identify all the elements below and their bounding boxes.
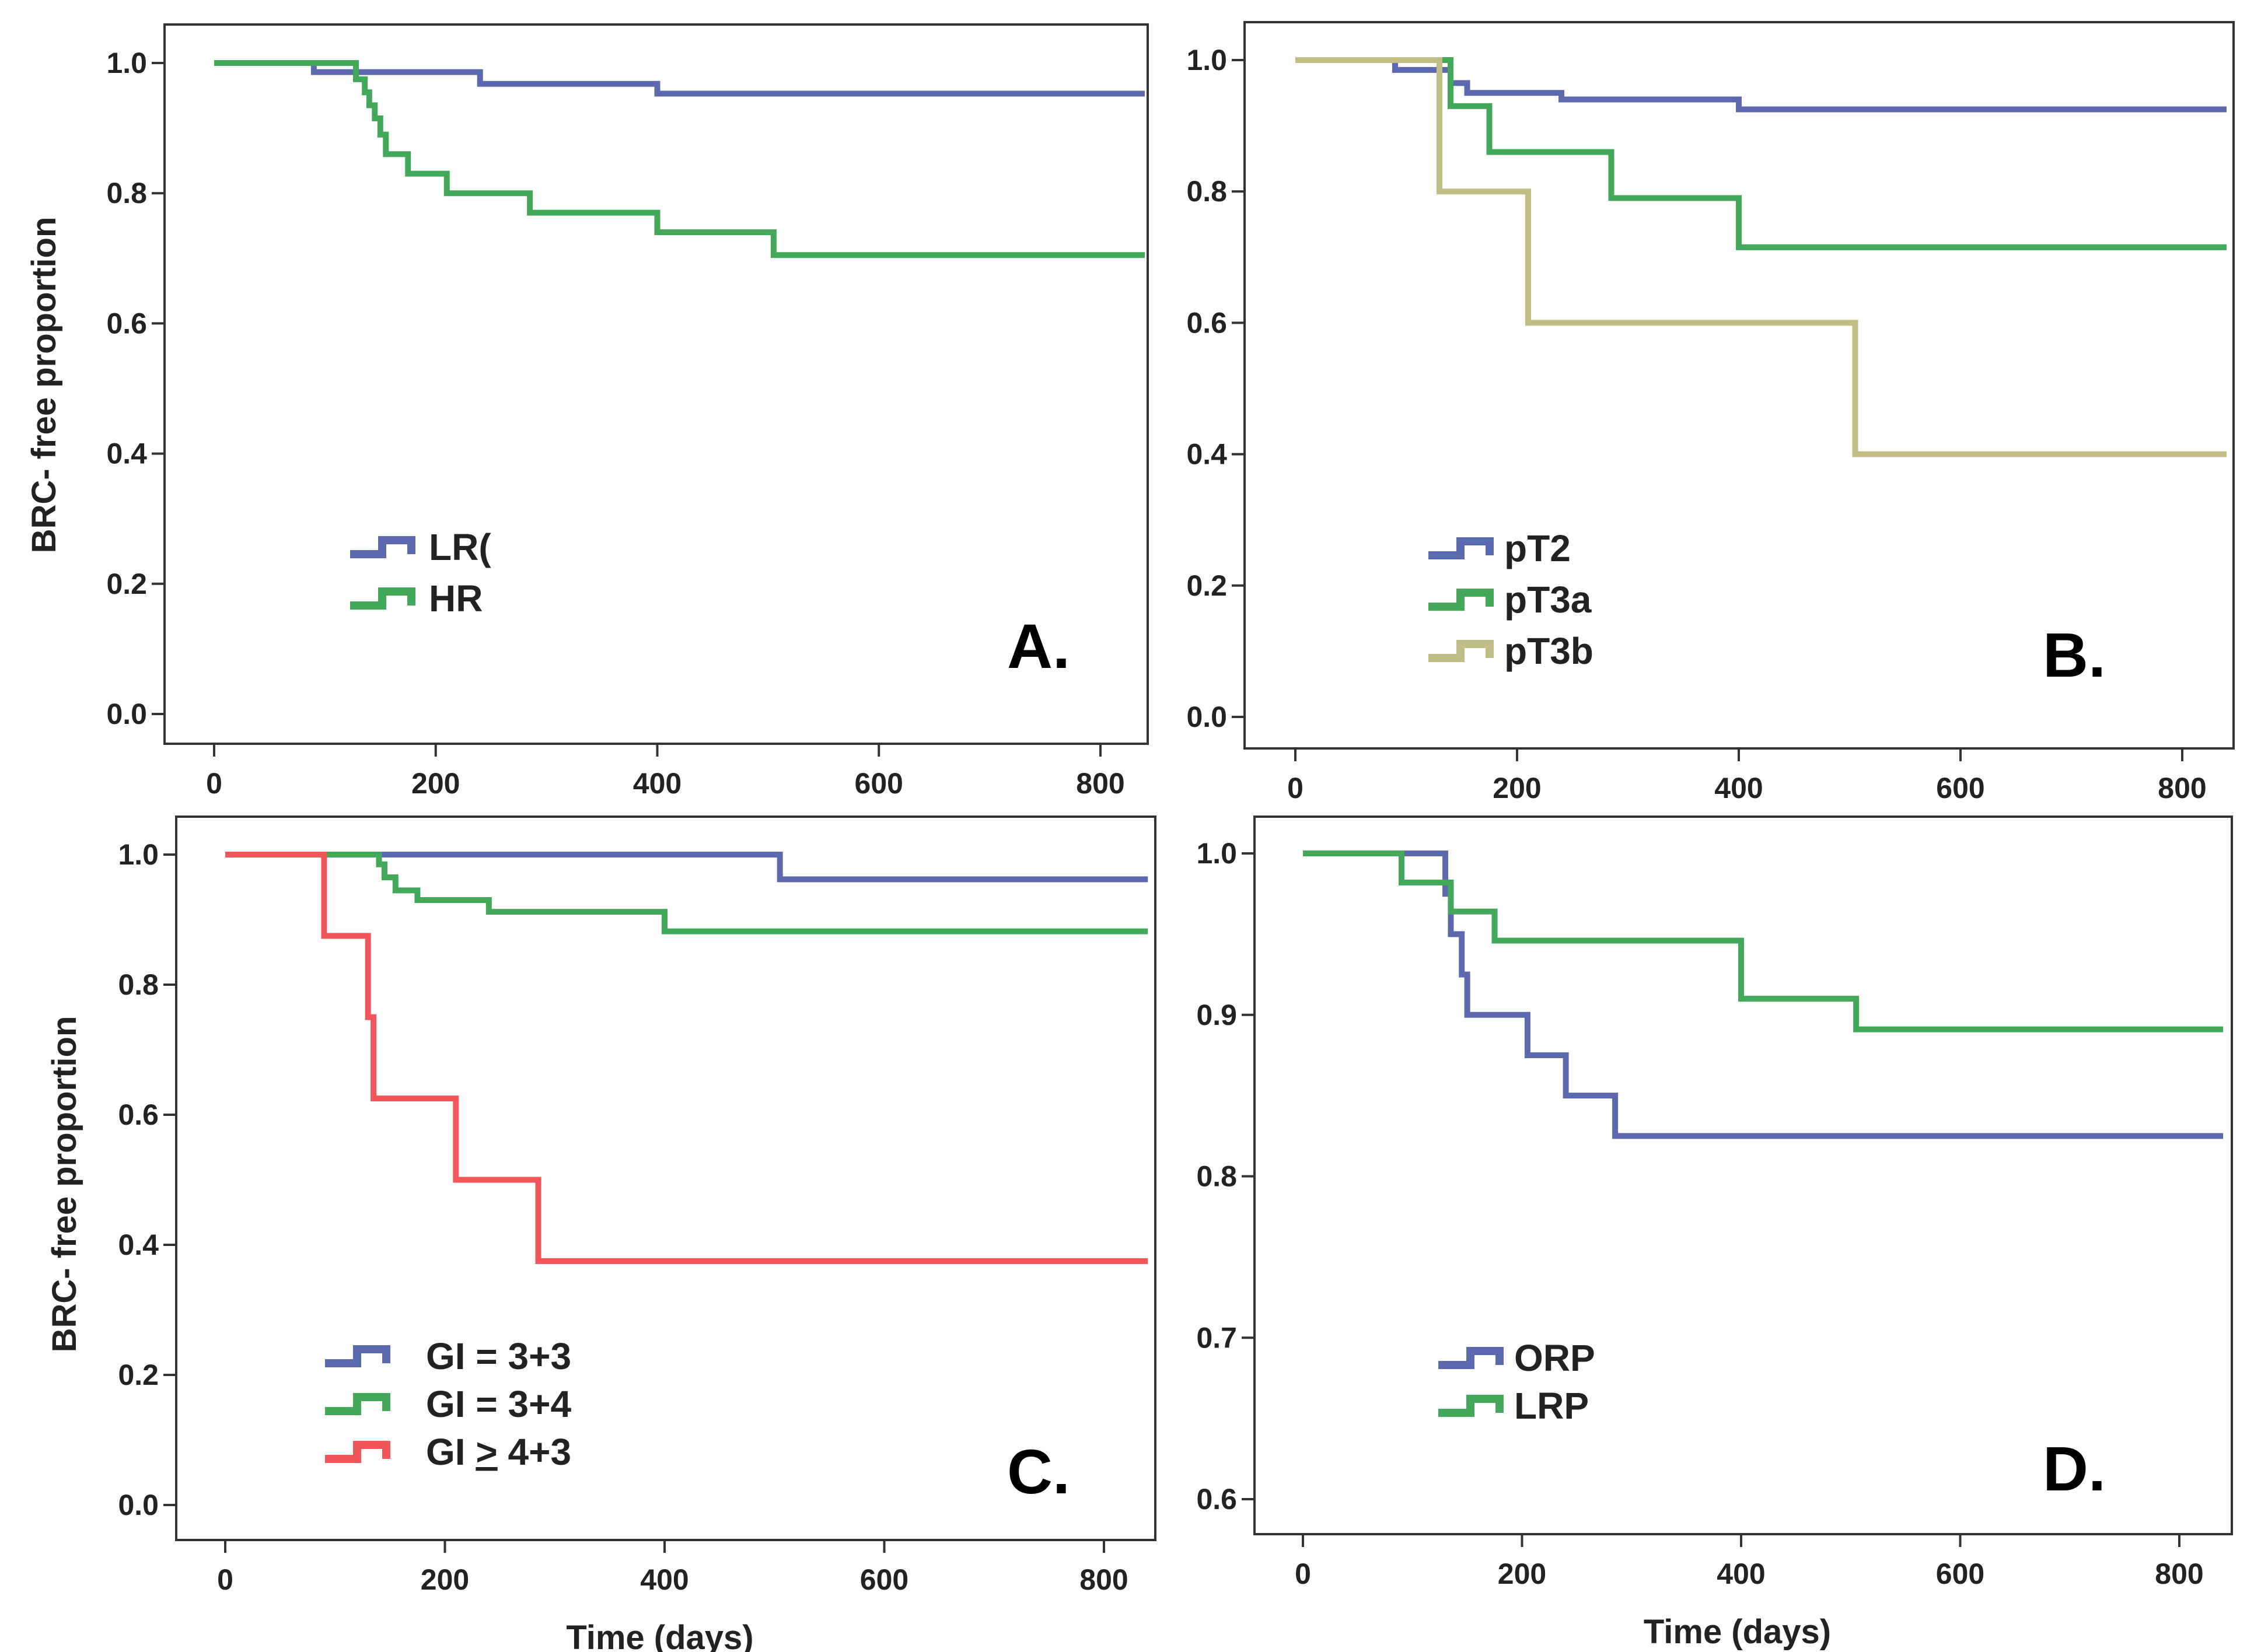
legend-swatch-icon xyxy=(350,587,415,610)
x-tick-label: 600 xyxy=(860,1563,908,1596)
y-tick-label: 0.6 xyxy=(1196,1483,1237,1516)
legend-label: pT2 xyxy=(1504,527,1571,569)
x-tick-label: 800 xyxy=(1079,1563,1128,1596)
y-tick-label: 0.0 xyxy=(106,698,147,730)
y-tick-label: 0.8 xyxy=(1196,1160,1237,1193)
x-axis-title: Time (days) xyxy=(566,1619,753,1652)
x-tick-label: 0 xyxy=(217,1563,233,1596)
series-line-lrp xyxy=(1303,850,2224,1032)
y-tick-label: 0.6 xyxy=(118,1098,159,1131)
y-tick-label: 0.4 xyxy=(118,1228,159,1261)
legend-swatch-icon xyxy=(350,536,415,558)
y-tick-label: 0.6 xyxy=(106,307,147,340)
legend-label: HR xyxy=(429,578,483,620)
series-line-pt3a xyxy=(1295,57,2227,250)
series-line-orp xyxy=(1303,850,2224,1139)
legend-label: pT3a xyxy=(1504,579,1592,621)
y-tick-label: 1.0 xyxy=(1186,44,1227,76)
x-tick-label: 600 xyxy=(1936,1558,1984,1590)
series-line-gi-4-3 xyxy=(225,852,1148,1264)
x-tick-label: 200 xyxy=(411,767,460,800)
x-tick-label: 0 xyxy=(1287,772,1304,804)
legend-swatch-icon xyxy=(325,1441,390,1463)
legend-label: GI = 3+4 xyxy=(426,1383,571,1425)
legend-swatch-icon xyxy=(325,1393,390,1415)
y-tick-label: 0.8 xyxy=(1186,175,1227,208)
legend-label: LRP xyxy=(1514,1385,1589,1427)
x-axis-title: Time (days) xyxy=(1644,1613,1831,1651)
x-tick-label: 200 xyxy=(1493,772,1541,804)
x-tick-label: 0 xyxy=(1295,1558,1311,1590)
legend-swatch-icon xyxy=(1428,537,1494,559)
x-tick-label: 800 xyxy=(2155,1558,2203,1590)
panel-letter: B. xyxy=(2043,620,2106,690)
y-tick-label: 1.0 xyxy=(106,47,147,79)
x-tick-label: 200 xyxy=(1498,1558,1546,1590)
series-line-pt3b xyxy=(1295,57,2227,457)
legend-label: GI > 4+3 xyxy=(426,1431,571,1473)
y-tick-label: 0.7 xyxy=(1196,1321,1237,1354)
x-tick-label: 400 xyxy=(1714,772,1763,804)
y-tick-label: 0.0 xyxy=(118,1489,159,1521)
series-line-pt2 xyxy=(1295,57,2227,113)
series-line-hr xyxy=(214,60,1145,258)
panel-letter: D. xyxy=(2043,1433,2106,1504)
plot-frame xyxy=(1253,816,2233,1535)
x-tick-label: 600 xyxy=(1936,772,1984,804)
legend-swatch-icon xyxy=(1438,1347,1504,1369)
panel-letter: C. xyxy=(1007,1436,1070,1507)
y-tick-label: 0.2 xyxy=(118,1359,159,1391)
y-tick-label: 0.2 xyxy=(106,568,147,600)
y-tick-label: 0.4 xyxy=(106,438,147,470)
legend-label: pT3b xyxy=(1504,630,1593,672)
y-tick-label: 0.6 xyxy=(1186,306,1227,339)
y-tick-label: 0.8 xyxy=(106,177,147,209)
legend-swatch-icon xyxy=(325,1345,390,1367)
y-tick-label: 0.8 xyxy=(118,968,159,1001)
x-tick-label: 200 xyxy=(421,1563,469,1596)
y-tick-label: 0.9 xyxy=(1196,999,1237,1031)
legend-label: GI = 3+3 xyxy=(426,1335,571,1377)
y-tick-label: 0.0 xyxy=(1186,701,1227,733)
x-tick-label: 400 xyxy=(640,1563,689,1596)
series-line-gi-3-3 xyxy=(225,852,1148,883)
x-tick-label: 400 xyxy=(633,767,682,800)
x-tick-label: 0 xyxy=(206,767,222,800)
panel-c: 0.0 0.2 0.4 0.6 0.8 1.0 0 200 400 600 800 BRC- free… xyxy=(46,816,1156,1652)
series-line-gi-3-4 xyxy=(225,852,1148,935)
plot-frame xyxy=(163,23,1149,745)
panel-letter: A. xyxy=(1007,611,1070,681)
y-tick-label: 0.4 xyxy=(1186,438,1227,471)
y-axis-title: BRC- free proportion xyxy=(46,1016,83,1353)
x-tick-label: 800 xyxy=(1076,767,1124,800)
y-tick-label: 0.2 xyxy=(1186,569,1227,602)
panel-b: 0.0 0.2 0.4 0.6 0.8 1.0 0 200 400 600 800 pT2 pT3a pT… xyxy=(1186,21,2235,804)
legend-label: ORP xyxy=(1514,1337,1595,1379)
x-tick-label: 800 xyxy=(2158,772,2206,804)
panel-d: 0.6 0.7 0.8 0.9 1.0 0 200 400 600 800 Time (days) O… xyxy=(1196,816,2233,1651)
x-tick-label: 600 xyxy=(855,767,903,800)
x-tick-label: 400 xyxy=(1717,1558,1765,1590)
y-tick-label: 1.0 xyxy=(118,838,159,871)
y-axis-title: BRC- free proportion xyxy=(25,217,63,554)
y-tick-label: 1.0 xyxy=(1196,837,1237,870)
panel-a: 0.0 0.2 0.4 0.6 0.8 1.0 0 200 400 600 800 BRC- free… xyxy=(25,23,1149,800)
legend-swatch-icon xyxy=(1428,589,1494,611)
legend-label: LR( xyxy=(429,526,491,568)
legend-swatch-icon xyxy=(1428,640,1494,662)
legend-swatch-icon xyxy=(1438,1395,1504,1417)
